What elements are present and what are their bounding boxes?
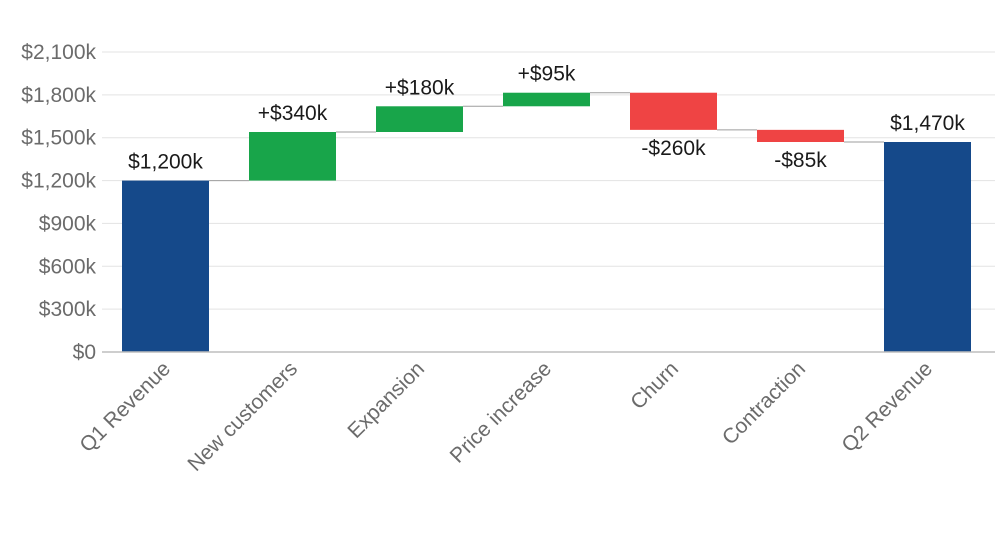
x-category-label: Churn [626, 357, 683, 414]
y-tick-label: $900k [39, 212, 97, 235]
bar-contraction [757, 129, 844, 142]
data-label: +$95k [518, 63, 576, 86]
y-tick-label: $0 [73, 341, 96, 364]
y-tick-label: $600k [39, 255, 97, 278]
data-label: $1,470k [890, 112, 965, 135]
data-label: -$85k [774, 149, 827, 172]
bar-q2-revenue [884, 142, 971, 352]
bars [122, 92, 971, 352]
bar-expansion [376, 106, 463, 132]
y-axis-ticks: $0 $300k $600k $900k $1,200k $1,500k $1,800k $2… [21, 41, 96, 364]
x-axis-categories: Q1 Revenue New customers Expansion Price in… [75, 357, 937, 476]
bar-new-customers [249, 132, 336, 181]
data-label: -$260k [641, 137, 706, 160]
connector-lines [209, 92, 884, 182]
x-category-label: Contraction [718, 357, 810, 449]
data-label: +$340k [258, 102, 328, 125]
data-label: +$180k [385, 76, 455, 99]
x-category-label: Expansion [343, 357, 429, 443]
data-labels: $1,200k +$340k +$180k +$95k -$260k -$85k $1,47… [128, 63, 965, 174]
y-tick-label: $300k [39, 298, 97, 321]
bar-price-increase [503, 92, 590, 107]
y-tick-label: $1,800k [21, 84, 96, 107]
y-tick-label: $1,200k [21, 170, 96, 193]
bar-churn [630, 92, 717, 130]
x-category-label: Q1 Revenue [75, 357, 175, 457]
data-label: $1,200k [128, 151, 203, 174]
bar-q1-revenue [122, 180, 209, 352]
x-category-label: New customers [183, 357, 302, 476]
y-tick-label: $2,100k [21, 41, 96, 64]
y-tick-label: $1,500k [21, 127, 96, 150]
x-category-label: Price increase [446, 357, 556, 467]
x-category-label: Q2 Revenue [837, 357, 937, 457]
